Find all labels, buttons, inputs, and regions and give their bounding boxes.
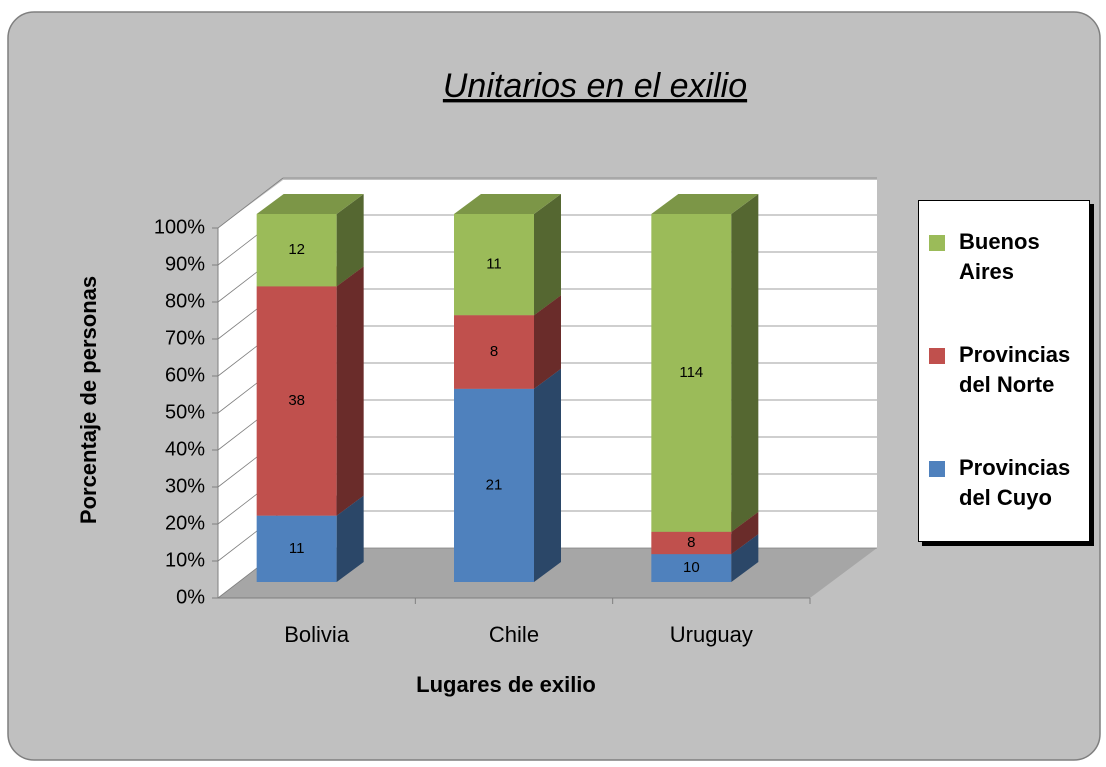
legend-swatch [929, 235, 945, 251]
bar-side [336, 266, 364, 516]
y-tick-label: 40% [165, 438, 205, 460]
bar-side [534, 295, 561, 389]
data-label: 8 [687, 534, 695, 551]
bar-top [651, 194, 759, 214]
data-label: 12 [288, 241, 305, 258]
bar [256, 214, 337, 287]
legend-swatch [929, 461, 945, 477]
data-label: 11 [486, 256, 502, 273]
data-label: 10 [683, 559, 700, 576]
y-tick-label: 70% [165, 327, 205, 349]
y-axis-title: Porcentaje de personas [76, 276, 101, 524]
legend-swatch [929, 348, 945, 364]
y-tick-label: 60% [165, 364, 205, 386]
bar-side [336, 194, 364, 287]
chart-title: Unitarios en el exilio [443, 67, 747, 105]
data-label: 38 [288, 392, 305, 409]
bar [651, 214, 732, 532]
legend: Buenos Aires Provincias del Norte Provinci… [918, 200, 1090, 542]
y-tick-label: 80% [165, 290, 205, 312]
bar [454, 214, 534, 316]
bar [651, 531, 732, 555]
grid-line [217, 177, 284, 229]
x-tick-label: Uruguay [670, 622, 753, 647]
bar-side [534, 368, 561, 582]
legend-label: Buenos Aires [959, 229, 1040, 284]
bar-side [731, 511, 759, 555]
x-axis-title: Lugares de exilio [416, 672, 596, 697]
bar [454, 388, 534, 582]
x-tick-label: Bolivia [284, 622, 350, 647]
bar-side [731, 534, 759, 582]
y-tick-label: 100% [154, 216, 205, 238]
y-tick-label: 90% [165, 253, 205, 275]
x-tick-label: Chile [489, 622, 539, 647]
y-tick-label: 20% [165, 512, 205, 534]
y-tick-label: 10% [165, 549, 205, 571]
bar [256, 286, 337, 516]
y-tick-label: 50% [165, 401, 205, 423]
bar-side [336, 495, 364, 582]
y-tick-label: 0% [176, 586, 205, 608]
bar [651, 554, 732, 582]
bar-side [731, 194, 759, 532]
legend-label: Provincias del Cuyo [959, 455, 1071, 510]
bar-top [256, 194, 364, 214]
data-label: 21 [486, 476, 503, 493]
y-tick-label: 30% [165, 475, 205, 497]
bar-top [454, 194, 561, 214]
back-wall [283, 180, 877, 548]
bar-side [534, 194, 561, 316]
bar [256, 515, 337, 582]
data-label: 114 [679, 364, 703, 381]
data-label: 8 [490, 343, 498, 360]
data-label: 11 [289, 540, 305, 557]
bar [454, 315, 534, 389]
legend-label: Provincias del Norte [959, 342, 1071, 397]
